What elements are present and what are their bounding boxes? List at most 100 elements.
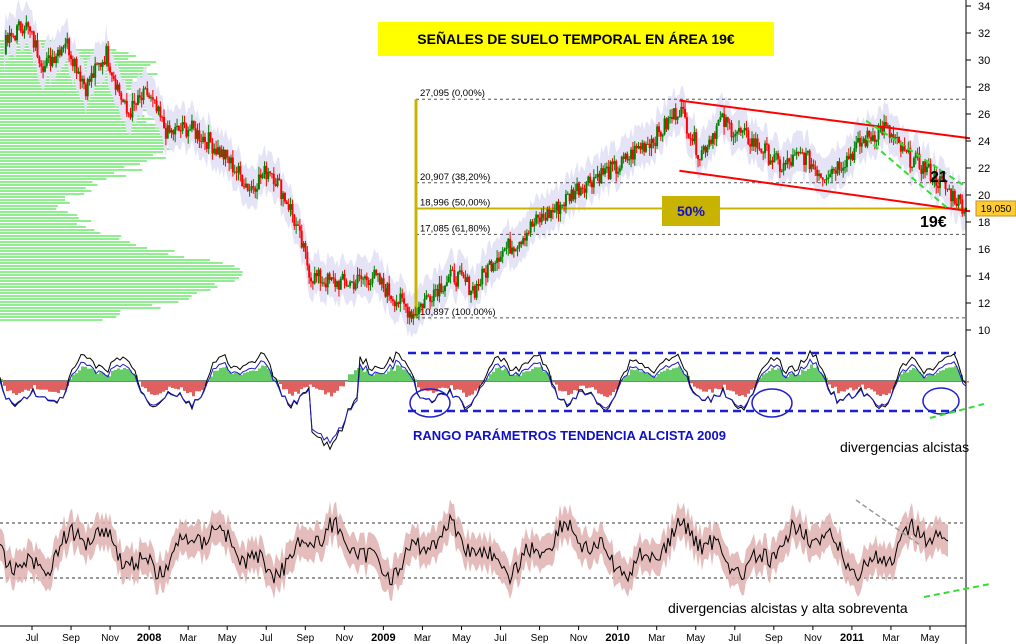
candle-body bbox=[397, 302, 400, 304]
volume-bar bbox=[0, 100, 123, 102]
candle-body bbox=[94, 63, 97, 78]
candle-body bbox=[248, 190, 251, 192]
candle-body bbox=[136, 95, 139, 105]
candle-body bbox=[404, 303, 407, 307]
histogram-bar bbox=[3, 381, 6, 386]
histogram-bar bbox=[540, 366, 543, 381]
histogram-bar bbox=[600, 381, 603, 395]
histogram-bar bbox=[189, 381, 192, 393]
candle-body bbox=[743, 127, 746, 131]
histogram-bar bbox=[813, 367, 816, 381]
candle-body bbox=[925, 166, 928, 173]
candle-body bbox=[246, 183, 249, 191]
volume-bar bbox=[0, 289, 211, 291]
histogram-bar bbox=[96, 374, 99, 381]
histogram-bar bbox=[849, 381, 852, 388]
candle-body bbox=[122, 99, 125, 103]
histogram-bar bbox=[507, 371, 510, 381]
candle-body bbox=[585, 183, 588, 193]
candle-body bbox=[88, 79, 91, 82]
histogram-bar bbox=[636, 369, 639, 381]
candle-body bbox=[624, 153, 627, 159]
candle-body bbox=[443, 285, 446, 292]
candle-body bbox=[721, 113, 724, 118]
histogram-bar bbox=[852, 381, 855, 391]
histogram-bar bbox=[525, 371, 528, 381]
candle-body bbox=[43, 66, 46, 72]
volume-bar bbox=[0, 79, 133, 81]
candle-body bbox=[745, 127, 748, 131]
histogram-bar bbox=[114, 369, 117, 381]
histogram-bar bbox=[231, 373, 234, 381]
candle-body bbox=[151, 97, 154, 100]
candle-body bbox=[905, 150, 908, 152]
histogram-bar bbox=[831, 381, 834, 389]
candle-body bbox=[799, 152, 802, 154]
histogram-bar bbox=[735, 381, 738, 395]
candle-body bbox=[777, 153, 780, 160]
histogram-bar bbox=[171, 381, 174, 389]
histogram-bar bbox=[426, 381, 429, 392]
candle-body bbox=[311, 281, 314, 284]
candle-body bbox=[81, 78, 84, 82]
volume-bar bbox=[0, 103, 120, 105]
candle-body bbox=[896, 137, 899, 139]
y-tick-label: 20 bbox=[978, 190, 990, 202]
candle-body bbox=[38, 56, 41, 64]
volume-bar bbox=[0, 91, 125, 93]
histogram-bar bbox=[486, 378, 489, 381]
volume-bar bbox=[0, 199, 65, 201]
candle-body bbox=[436, 289, 439, 297]
candle-body bbox=[911, 167, 914, 169]
candle-body bbox=[401, 293, 404, 299]
candle-body bbox=[466, 276, 469, 283]
histogram-bar bbox=[396, 365, 399, 381]
histogram-bar bbox=[183, 381, 186, 391]
volume-bar bbox=[0, 301, 179, 303]
candle-body bbox=[163, 116, 166, 129]
candle-body bbox=[323, 282, 326, 284]
candle-body bbox=[363, 276, 366, 279]
candle-body bbox=[315, 272, 318, 277]
candle-body bbox=[153, 99, 156, 101]
candle-body bbox=[713, 133, 716, 139]
candle-body bbox=[334, 278, 337, 287]
candle-body bbox=[410, 311, 413, 319]
candle-body bbox=[486, 264, 489, 278]
histogram-bar bbox=[681, 370, 684, 381]
histogram-bar bbox=[186, 381, 189, 394]
candle-body bbox=[931, 180, 934, 182]
volume-bar bbox=[0, 190, 92, 192]
histogram-bar bbox=[465, 381, 468, 397]
histogram-bar bbox=[876, 381, 879, 395]
x-tick-label: Jul bbox=[260, 633, 273, 644]
histogram-bar bbox=[216, 370, 219, 381]
histogram-bar bbox=[930, 374, 933, 381]
candle-body bbox=[756, 138, 759, 149]
candle-body bbox=[295, 224, 298, 226]
candle-body bbox=[933, 171, 936, 181]
candle-body bbox=[622, 156, 625, 159]
histogram-bar bbox=[150, 381, 153, 395]
histogram-bar bbox=[564, 381, 567, 392]
histogram-bar bbox=[501, 370, 504, 381]
volume-bar bbox=[0, 130, 175, 132]
candle-body bbox=[844, 167, 847, 169]
histogram-bar bbox=[693, 381, 696, 387]
histogram-bar bbox=[417, 381, 420, 388]
histogram-bar bbox=[129, 370, 132, 381]
candle-body bbox=[155, 100, 158, 112]
histogram-bar bbox=[219, 368, 222, 381]
resistance-line bbox=[855, 499, 921, 546]
candle-body bbox=[86, 79, 89, 97]
candle-body bbox=[948, 188, 951, 190]
candle-body bbox=[726, 117, 729, 123]
candle-body bbox=[618, 168, 621, 172]
histogram-bar bbox=[837, 381, 840, 394]
histogram-bar bbox=[561, 381, 564, 392]
y-tick-label: 22 bbox=[978, 163, 990, 175]
histogram-bar bbox=[438, 381, 441, 389]
candle-body bbox=[676, 116, 679, 120]
histogram-bar bbox=[384, 373, 387, 381]
histogram-bar bbox=[801, 369, 804, 381]
